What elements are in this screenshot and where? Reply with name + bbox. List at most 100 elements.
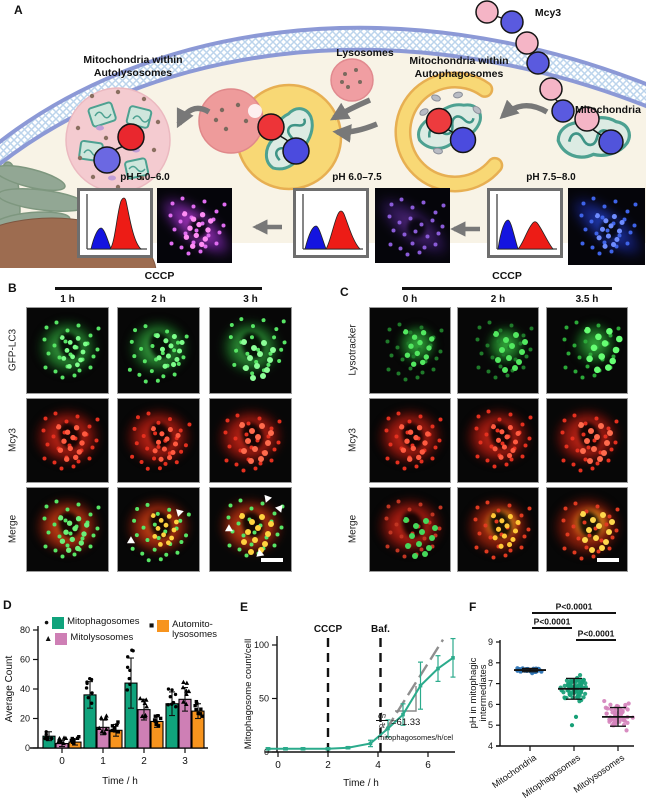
b-mcy3-3h-image <box>209 398 292 483</box>
plasma-membrane <box>0 27 646 164</box>
panel-e-label: E <box>240 600 249 614</box>
panel-e-line-chart: CCCP Baf. 0 50 100 0 2 4 6 Time / h Mitophagosome … <box>243 624 456 789</box>
b-gfp-lc3-2h-image <box>117 307 200 394</box>
mitochondria-label: Mitochondria <box>575 104 641 116</box>
cell-nucleus <box>188 218 208 238</box>
legend-marker-triangle: ▲ <box>44 633 53 643</box>
panel-c-label: C <box>340 285 349 299</box>
histogram-ph-low <box>77 188 153 258</box>
b-mcy3-1h-image <box>26 398 109 483</box>
panel-c-treatment-label: CCCP <box>492 270 522 282</box>
ph-low-label: pH 5.0–6.0 <box>120 172 170 183</box>
cell-nucleus <box>600 218 621 239</box>
c-lysotracker-0h-image <box>369 307 451 394</box>
legend-label-mitolysosomes: Mitolysosomes <box>70 632 134 643</box>
svg-text:4: 4 <box>488 741 493 751</box>
dye-blue <box>282 137 310 165</box>
legend-marker-circle: ● <box>44 617 50 627</box>
svg-text:50: 50 <box>259 694 269 704</box>
svg-text:0: 0 <box>25 743 30 753</box>
svg-text:5: 5 <box>488 720 493 730</box>
autophagosome <box>394 71 504 193</box>
timepoint-2h: 2 h <box>151 294 166 305</box>
dye-blue <box>598 129 624 155</box>
timepoint-0h: 0 h <box>402 294 418 305</box>
dye-red <box>425 107 453 135</box>
histogram-ph-mid <box>293 188 369 258</box>
svg-text:dt: dt <box>379 723 386 730</box>
svg-text:P<0.0001: P<0.0001 <box>534 617 571 627</box>
c-mcy3-0h-image <box>369 398 451 483</box>
treatment-bar <box>55 287 262 290</box>
svg-text:dn: dn <box>378 713 386 720</box>
row-label-gfp-lc3: GFP-LC3 <box>7 328 19 372</box>
dye-blue <box>449 126 477 154</box>
process-arrows <box>176 97 549 143</box>
c-merge-2h-image <box>457 487 539 572</box>
panel-a-label: A <box>14 3 23 17</box>
svg-text:Time / h: Time / h <box>102 776 138 787</box>
svg-text:0: 0 <box>59 756 65 767</box>
micrograph-ph-low <box>157 188 232 263</box>
lysosome <box>330 58 374 102</box>
c-mcy3-2h-image <box>457 398 539 483</box>
svg-text:mitophagosomes/h/cel: mitophagosomes/h/cel <box>378 733 453 742</box>
svg-text:4: 4 <box>375 760 381 771</box>
svg-text:P<0.0001: P<0.0001 <box>556 602 593 612</box>
panel-b-treatment-label: CCCP <box>144 270 175 282</box>
svg-text:0: 0 <box>264 747 269 757</box>
autolysosomes-label-1: Mitochondria within <box>83 54 182 66</box>
row-label-merge: Merge <box>7 514 19 544</box>
legend-label-mitophagosomes: Mitophagosomes <box>67 616 140 627</box>
c-lysotracker-2h-image <box>457 307 539 394</box>
row-label-lysotracker: Lysotracker <box>347 324 359 376</box>
micrograph-ph-high <box>568 188 645 265</box>
b-gfp-lc3-3h-image <box>209 307 292 394</box>
svg-text:=61.33: =61.33 <box>391 717 420 728</box>
svg-text:6: 6 <box>488 699 493 709</box>
panel-d-label: D <box>3 598 12 612</box>
dye-red <box>117 123 145 151</box>
svg-text:2: 2 <box>325 760 331 771</box>
micrograph-ph-mid <box>375 188 450 263</box>
lysosome-autophagosome-fusion <box>198 83 343 191</box>
svg-text:Time / h: Time / h <box>343 778 379 789</box>
mcy3-probes <box>475 0 575 123</box>
ph-mid-label: pH 6.0–7.5 <box>332 172 382 183</box>
row-label-mcy3: Mcy3 <box>7 428 19 452</box>
lysosomes-label: Lysosomes <box>336 47 394 59</box>
svg-text:60: 60 <box>20 655 30 665</box>
histogram-ph-high <box>487 188 563 258</box>
svg-text:8: 8 <box>488 658 493 668</box>
svg-text:100: 100 <box>254 640 269 650</box>
svg-text:9: 9 <box>488 637 493 647</box>
b-merge-2h-image <box>117 487 200 572</box>
svg-text:P<0.0001: P<0.0001 <box>578 629 615 639</box>
c-lysotracker-3-5h-image <box>546 307 628 394</box>
row-label-merge: Merge <box>347 514 359 544</box>
cell-nucleus <box>406 218 426 238</box>
treatment-bar <box>402 287 612 290</box>
svg-text:Average Count: Average Count <box>4 656 15 723</box>
panel-f-scatter-chart: P<0.0001P<0.0001P<0.0001456789Mitochondr… <box>468 602 635 800</box>
svg-text:Baf.: Baf. <box>371 624 390 635</box>
dye-pink <box>574 106 600 132</box>
lc3-receptors <box>419 91 482 155</box>
c-merge-3-5h-image <box>546 487 628 572</box>
b-gfp-lc3-1h-image <box>26 307 109 394</box>
c-mcy3-3-5h-image <box>546 398 628 483</box>
svg-text:80: 80 <box>20 625 30 635</box>
svg-text:1: 1 <box>100 756 106 767</box>
b-mcy3-2h-image <box>117 398 200 483</box>
legend-marker-square: ■ <box>149 620 155 630</box>
autophagosomes-label-1: Mitochondria within <box>409 55 508 67</box>
timepoint-3-5h: 3.5 h <box>575 294 599 305</box>
flow-arrows <box>252 219 480 237</box>
svg-text:Mitophagosome count/cell: Mitophagosome count/cell <box>243 639 254 749</box>
legend-swatch-mitophagosomes <box>52 617 65 629</box>
timepoint-3h: 3 h <box>243 294 258 305</box>
dye-red <box>257 113 285 141</box>
legend-label-automitolysosomes: Automito-lysosomes <box>172 619 218 641</box>
svg-text:7: 7 <box>488 679 493 689</box>
